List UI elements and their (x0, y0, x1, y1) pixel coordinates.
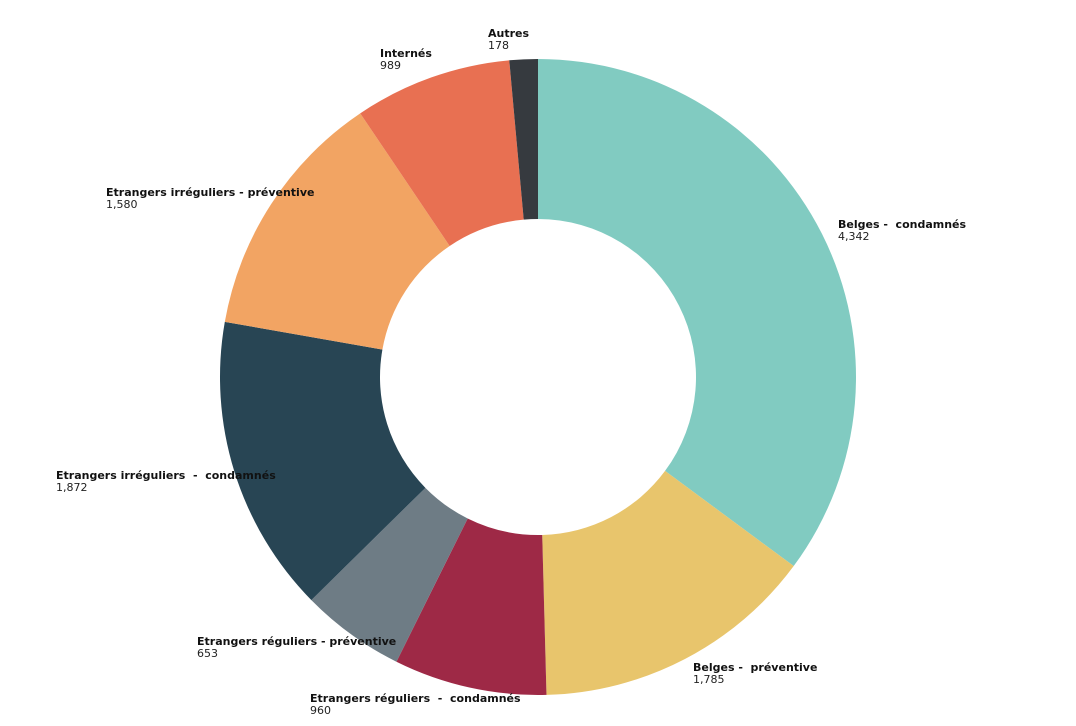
slice-label: Etrangers irréguliers - préventive 1,580 (106, 187, 314, 211)
slice-label: Etrangers réguliers - préventive 653 (197, 636, 396, 660)
slice-label-name: Autres (488, 27, 530, 40)
donut-slice[interactable] (396, 518, 547, 695)
slice-label-value: 4,342 (838, 230, 870, 243)
slice-label: Etrangers irréguliers - condamnés 1,872 (56, 470, 276, 494)
slice-label: Autres 178 (488, 28, 529, 52)
slice-label-name: Etrangers irréguliers - condamnés (56, 469, 276, 482)
slice-label-name: Belges - condamnés (838, 218, 967, 231)
slice-label-value: 989 (380, 59, 401, 72)
slice-label-name: Etrangers irréguliers - préventive (106, 186, 315, 199)
slice-label: Belges - condamnés 4,342 (838, 219, 966, 243)
slice-label-value: 1,785 (693, 673, 725, 686)
slice-label: Internés 989 (380, 48, 432, 72)
slice-label-name: Belges - préventive (693, 661, 818, 674)
slice-label-value: 1,872 (56, 481, 88, 494)
donut-slice[interactable] (360, 60, 524, 247)
slice-label: Etrangers réguliers - condamnés 960 (310, 693, 521, 717)
donut-slice[interactable] (542, 470, 794, 695)
slice-label-name: Internés (380, 47, 432, 60)
donut-slice[interactable] (219, 321, 426, 601)
donut-slice[interactable] (509, 59, 538, 220)
donut-slice[interactable] (538, 59, 856, 567)
slice-label-value: 178 (488, 39, 509, 52)
slice-label-value: 960 (310, 704, 331, 717)
donut-slice[interactable] (311, 487, 468, 662)
slice-label-name: Etrangers réguliers - condamnés (310, 692, 521, 705)
slice-label-name: Etrangers réguliers - préventive (197, 635, 397, 648)
slice-label: Belges - préventive 1,785 (693, 662, 817, 686)
donut-slice[interactable] (224, 113, 450, 350)
slice-label-value: 1,580 (106, 198, 138, 211)
slice-label-value: 653 (197, 647, 218, 660)
